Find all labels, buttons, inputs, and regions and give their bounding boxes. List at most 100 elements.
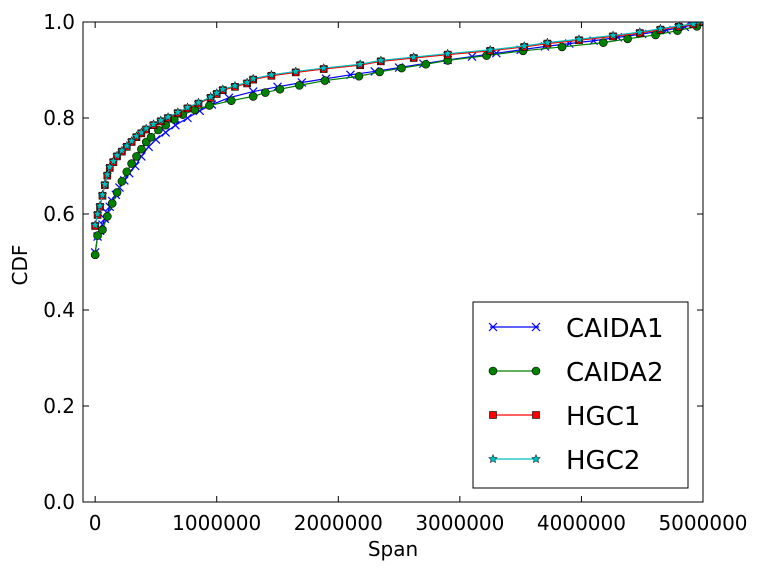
legend: CAIDA1 CAIDA2 HGC1 HGC2 [472,301,689,489]
data-point-hgc2 [355,59,366,69]
data-point-hgc2 [542,37,553,47]
data-point-caida2 [375,67,384,77]
legend-entry-hgc1: HGC1 [489,402,640,432]
data-point-hgc2 [155,115,166,125]
x-tick-label: 1000000 [172,511,261,535]
data-point-hgc2 [248,73,259,83]
legend-marker [488,366,498,376]
data-point-hgc2 [217,84,228,94]
data-point-caida2 [397,63,406,73]
data-point-caida2 [107,199,117,208]
legend-marker [532,411,540,419]
data-point-hgc2 [318,62,329,73]
x-tick-label: 5000000 [658,511,747,535]
data-point-hgc2 [375,55,386,65]
legend-marker [531,453,541,464]
series-layer [90,22,703,260]
data-point-hgc2 [519,40,530,51]
legend-marker [488,453,498,464]
data-point-hgc2 [655,23,666,33]
x-tick-label: 2000000 [294,511,383,535]
y-tick-label: 0.4 [43,298,75,322]
data-point-caida2 [320,76,330,85]
data-point-caida2 [90,250,100,260]
legend-entry-caida1: CAIDA1 [488,314,664,344]
data-point-caida2 [103,212,112,221]
legend-label: HGC1 [566,402,640,432]
data-point-hgc2 [116,145,127,155]
x-axis-title: Span [368,537,418,561]
data-point-caida2 [112,188,122,197]
data-point-hgc2 [485,44,496,55]
data-point-hgc2 [90,219,101,230]
data-point-hgc2 [673,22,684,31]
data-point-hgc2 [408,51,419,62]
data-point-caida2 [93,231,102,240]
data-point-hgc2 [699,22,703,27]
legend-label: CAIDA2 [566,358,664,388]
data-point-hgc2 [97,189,108,199]
data-point-hgc2 [608,30,618,40]
data-point-caida2 [146,132,156,142]
data-point-hgc2 [242,77,253,87]
data-point-hgc2 [99,179,110,189]
plot-frame [82,21,704,503]
data-point-hgc2 [108,156,119,166]
legend-entry-hgc2: HGC2 [488,446,640,476]
y-tick-label: 0.6 [43,202,75,226]
legend-marker [488,322,498,332]
legend-entry-caida2: CAIDA2 [488,358,664,388]
data-point-hgc2 [148,119,159,129]
data-point-hgc2 [102,169,113,179]
legend-marker [531,322,541,332]
data-point-caida2 [275,84,285,94]
data-point-hgc2 [442,48,453,58]
data-point-caida2 [354,71,364,81]
x-tick-label: 4000000 [537,511,626,535]
y-tick-label: 0.0 [43,490,75,514]
data-point-caida2 [557,42,567,52]
data-point-caida2 [295,81,304,90]
legend-box [472,301,689,489]
data-point-hgc2 [95,200,105,211]
legend-label: HGC2 [566,446,640,476]
data-point-caida1 [467,52,477,61]
data-point-hgc2 [172,107,183,117]
legend-marker [489,411,497,419]
data-point-caida2 [261,88,270,97]
data-point-caida2 [599,38,608,47]
y-tick-label: 0.2 [43,394,75,418]
y-tick-label: 1.0 [43,10,75,34]
data-point-caida2 [137,144,146,154]
legend-marker [531,366,541,376]
data-point-caida2 [205,101,214,110]
data-point-hgc2 [290,66,301,76]
data-point-hgc2 [121,140,132,151]
data-point-hgc2 [163,111,174,122]
data-point-hgc2 [211,87,222,98]
data-point-caida2 [227,96,236,106]
data-point-hgc2 [193,97,204,107]
data-point-hgc2 [126,135,137,146]
data-point-caida2 [127,159,136,168]
data-point-caida2 [122,167,132,177]
x-tick-label: 0 [89,511,102,535]
data-point-caida1 [161,127,171,137]
data-point-caida2 [132,152,141,161]
data-point-hgc2 [104,161,115,172]
data-point-hgc2 [92,208,103,219]
legend-label: CAIDA1 [566,314,664,344]
data-point-hgc2 [182,102,193,112]
y-tick-label: 0.8 [43,106,75,130]
data-point-caida2 [623,34,632,44]
data-point-caida2 [248,92,258,101]
data-point-hgc2 [112,150,122,160]
data-point-hgc2 [141,123,152,133]
data-point-caida2 [117,177,127,186]
data-point-hgc2 [574,34,584,44]
series-hgc2 [90,22,703,230]
data-point-caida2 [98,225,107,235]
data-point-hgc2 [205,91,216,102]
ticks-layer: 0 1000000 2000000 3000000 4000000 5000000 0.0 0… [43,10,747,535]
